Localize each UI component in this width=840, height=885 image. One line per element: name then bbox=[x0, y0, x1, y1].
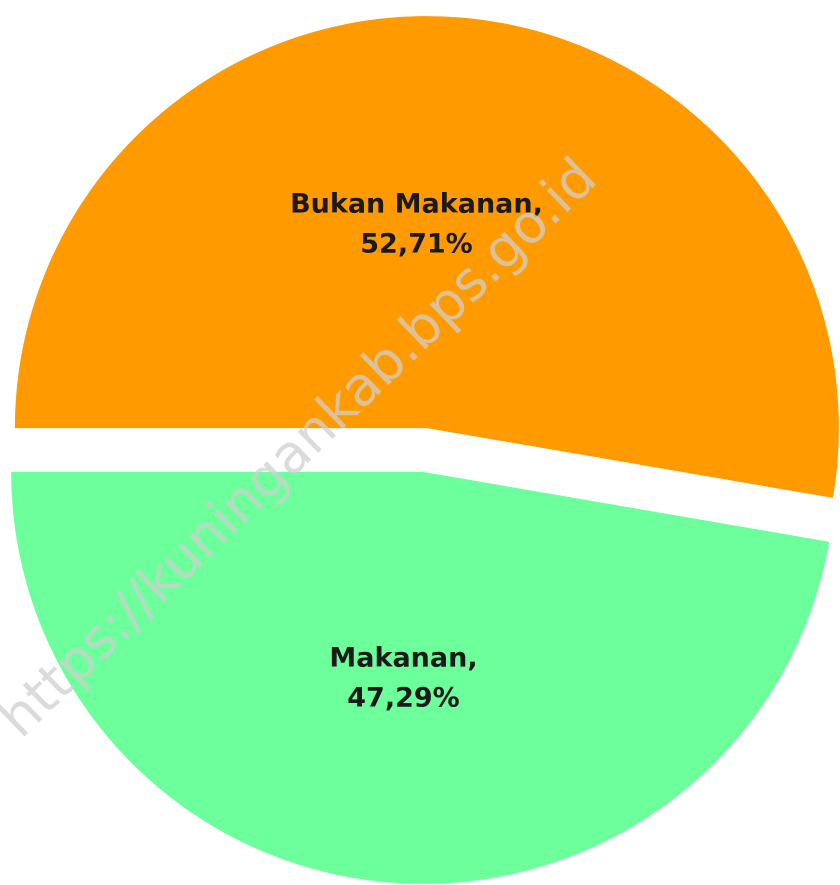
slice-value: 52,71% bbox=[360, 228, 472, 259]
data-labels: Bukan Makanan, 52,71% Makanan, 47,29% bbox=[290, 188, 543, 713]
pie-slice bbox=[11, 471, 830, 884]
pie bbox=[11, 16, 839, 884]
slice-value: 47,29% bbox=[347, 683, 459, 714]
slice-category: Bukan Makanan, bbox=[290, 188, 543, 219]
slice-category: Makanan, bbox=[329, 643, 477, 674]
pie-slice bbox=[14, 16, 839, 498]
